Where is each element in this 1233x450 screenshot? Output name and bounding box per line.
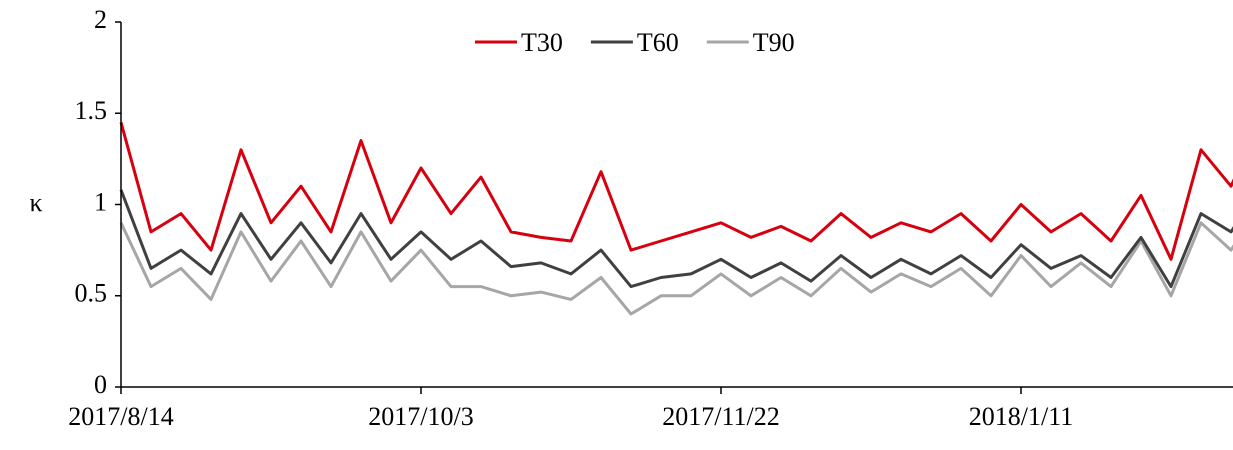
y-tick-label: 1.5 <box>75 96 108 125</box>
legend-item-t60: T60 <box>590 28 679 57</box>
y-tick-label: 0.5 <box>75 279 108 308</box>
x-tick-label: 2017/10/3 <box>368 402 473 431</box>
x-axis: 2017/8/142017/10/32017/11/222018/1/11201… <box>68 386 1233 431</box>
x-tick-label: 2018/1/11 <box>969 402 1073 431</box>
legend-label: T90 <box>753 28 795 57</box>
series-line-t60 <box>119 189 1233 289</box>
legend-label: T30 <box>521 28 563 57</box>
legend-item-t90: T90 <box>706 28 795 57</box>
x-tick-label: 2017/11/22 <box>662 402 779 431</box>
legend: T30 T60 T90 <box>475 28 795 57</box>
y-tick-label: 2 <box>94 5 107 34</box>
y-axis: 0 0.5 1 1.5 2 <box>75 5 122 399</box>
plot-area <box>119 122 1233 316</box>
legend-item-t30: T30 <box>475 28 563 57</box>
x-tick-label: 2017/8/14 <box>68 402 173 431</box>
y-axis-label: κ <box>29 188 42 217</box>
legend-label: T60 <box>637 28 679 57</box>
series-line-t90 <box>119 221 1233 316</box>
series-line-t30 <box>119 122 1233 261</box>
y-tick-label: 1 <box>94 187 107 216</box>
y-tick-label: 0 <box>94 370 107 399</box>
